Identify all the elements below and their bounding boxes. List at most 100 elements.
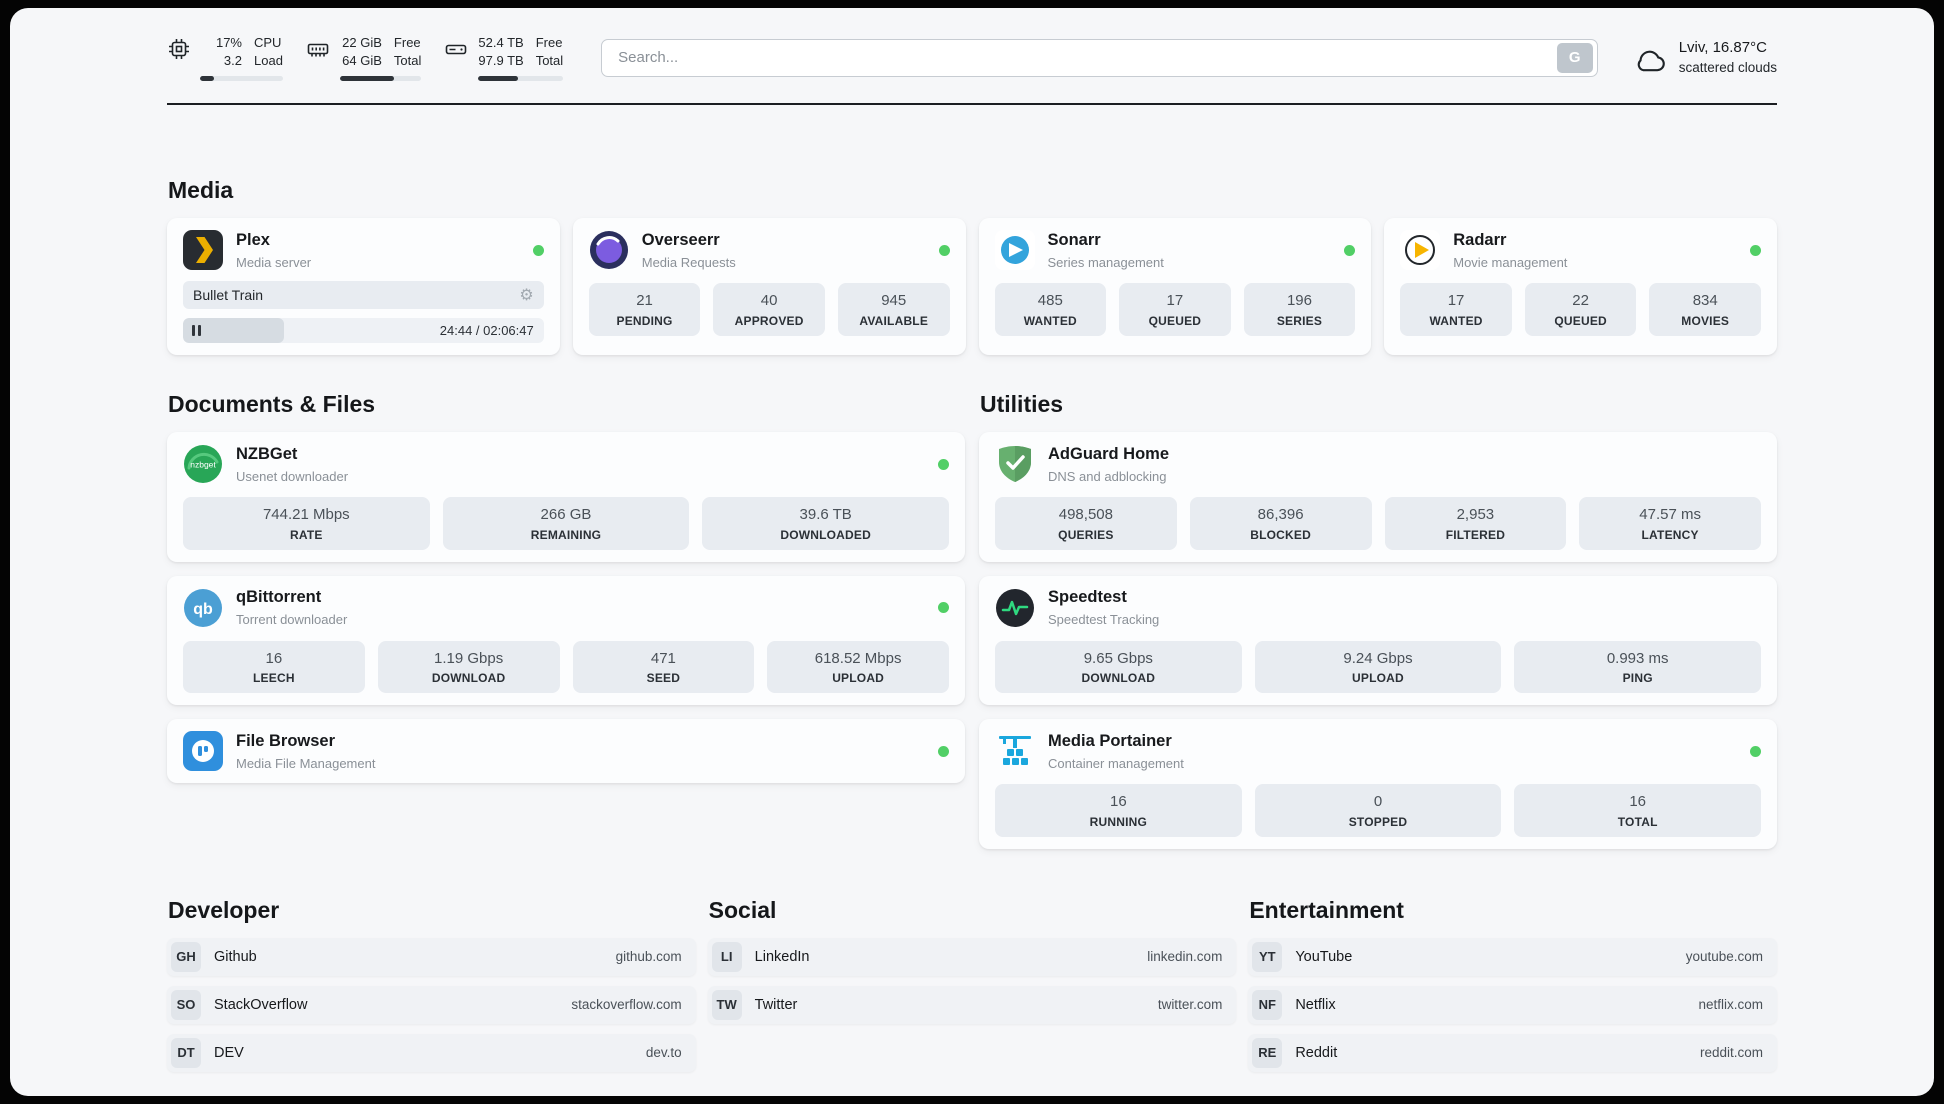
weather-location: Lviv, 16.87°C (1678, 39, 1767, 57)
stat-value: 266 GB (540, 506, 592, 524)
stat-tile: 86,396 BLOCKED (1189, 497, 1372, 550)
app-name: Media Portainer (1048, 731, 1172, 750)
bookmark-youtube[interactable]: YT YouTube youtube.com (1248, 937, 1777, 976)
app-card-adguard[interactable]: AdGuard Home DNS and adblocking 498,508 … (979, 432, 1777, 562)
bookmark-linkedin[interactable]: LI LinkedIn linkedin.com (707, 937, 1237, 976)
stat-label: BLOCKED (1250, 527, 1311, 542)
section-title-entertainment: Entertainment (1249, 896, 1404, 923)
disk-total-label: Total (535, 53, 564, 69)
app-card-qbittorrent[interactable]: qb qBittorrent Torrent downloader 16 LEE… (167, 575, 965, 706)
plex-icon (183, 230, 223, 271)
section-title-developer: Developer (168, 896, 280, 923)
bookmark-url: github.com (615, 949, 682, 965)
reddit-icon: RE (1252, 1037, 1283, 1068)
status-dot (938, 458, 949, 470)
bookmark-name: LinkedIn (754, 948, 810, 965)
search-engine-button[interactable]: G (1556, 42, 1593, 73)
stat-tile: 744.21 Mbps RATE (183, 497, 430, 550)
app-card-plex[interactable]: Plex Media server Bullet Train ⚙ 24:44 /… (167, 218, 560, 356)
stat-tile: 485 WANTED (994, 283, 1107, 336)
bookmark-github[interactable]: GH Github github.com (167, 937, 696, 976)
gear-icon[interactable]: ⚙ (519, 285, 534, 305)
app-name: NZBGet (236, 444, 298, 463)
app-card-speedtest[interactable]: Speedtest Speedtest Tracking 9.65 Gbps D… (979, 575, 1777, 706)
svg-text:nzbget: nzbget (190, 460, 216, 470)
app-card-nzbget[interactable]: nzbget NZBGet Usenet downloader 744.21 M… (167, 432, 965, 562)
bookmark-reddit[interactable]: RE Reddit reddit.com (1248, 1033, 1777, 1072)
stat-tile: 40 APPROVED (713, 283, 825, 336)
stat-label: SEED (646, 671, 681, 686)
cpu-icon (167, 37, 191, 61)
stat-label: QUEUED (1554, 313, 1607, 328)
stat-label: DOWNLOADED (780, 527, 871, 542)
bookmark-url: stackoverflow.com (571, 997, 682, 1013)
bookmark-url: linkedin.com (1147, 949, 1223, 965)
app-card-sonarr[interactable]: Sonarr Series management 485 WANTED 17 Q… (978, 218, 1372, 356)
progress-fill (339, 76, 394, 82)
utilities-column: Utilities AdGuard Home DNS and adblockin… (979, 391, 1777, 849)
stat-label: QUERIES (1058, 527, 1114, 542)
search-input[interactable] (616, 48, 1557, 68)
app-card-radarr[interactable]: Radarr Movie management 17 WANTED 22 QUE… (1384, 218, 1777, 356)
playback-bar[interactable]: 24:44 / 02:06:47 (183, 318, 544, 344)
status-dot (938, 602, 949, 614)
disk-progress-bar (478, 76, 564, 82)
cloud-icon (1634, 46, 1668, 73)
bookmark-name: YouTube (1295, 948, 1353, 965)
stat-value: 39.6 TB (799, 506, 852, 524)
stat-value: 0.993 ms (1606, 649, 1669, 667)
memory-free-value: 22 GiB (342, 35, 382, 50)
twitter-icon: TW (711, 989, 742, 1020)
stat-tile: 16 RUNNING (995, 784, 1242, 837)
stat-value: 16 (265, 649, 283, 667)
cpu-usage-value: 17% (215, 35, 242, 50)
app-subtitle: Media server (236, 254, 312, 270)
app-card-overseerr[interactable]: Overseerr Media Requests 21 PENDING 40 A… (572, 218, 966, 356)
netflix-icon: NF (1252, 989, 1283, 1020)
bookmark-name: Netflix (1295, 996, 1336, 1013)
bookmark-stackoverflow[interactable]: SO StackOverflow stackoverflow.com (167, 985, 696, 1024)
app-name: Overseerr (641, 230, 720, 249)
disk-total-value: 97.9 TB (478, 53, 524, 69)
app-name: File Browser (236, 731, 336, 750)
overseerr-icon (589, 230, 629, 270)
stat-value: 0 (1373, 793, 1383, 811)
svg-text:qb: qb (193, 601, 213, 618)
stat-value: 9.24 Gbps (1343, 649, 1413, 667)
app-subtitle: Movie management (1453, 254, 1568, 270)
bookmark-group-entertainment: Entertainment YT YouTube youtube.com NF … (1248, 897, 1777, 1082)
portainer-icon (995, 731, 1035, 771)
cpu-progress-bar (200, 76, 283, 82)
memory-total-value: 64 GiB (342, 53, 382, 69)
stat-value: 834 (1692, 292, 1718, 310)
bookmark-twitter[interactable]: TW Twitter twitter.com (707, 985, 1237, 1024)
pause-icon[interactable] (192, 325, 201, 337)
filebrowser-icon (183, 731, 223, 772)
status-dot (1750, 745, 1761, 757)
stat-label: DOWNLOAD (1081, 671, 1156, 686)
stat-tile: 21 PENDING (588, 283, 701, 336)
app-card-filebrowser[interactable]: File Browser Media File Management (167, 719, 965, 784)
search-bar: G (601, 38, 1598, 77)
github-icon: GH (171, 941, 201, 972)
stat-label: PENDING (616, 313, 673, 328)
app-name: Sonarr (1047, 230, 1101, 249)
status-dot (1750, 244, 1761, 256)
dev-icon: DT (171, 1037, 201, 1068)
bookmark-netflix[interactable]: NF Netflix netflix.com (1248, 985, 1777, 1024)
stat-tile: 498,508 QUERIES (995, 497, 1177, 550)
cpu-label: CPU (254, 35, 282, 50)
app-card-portainer[interactable]: Media Portainer Container management 16 … (979, 719, 1777, 849)
bookmark-name: StackOverflow (214, 996, 308, 1013)
section-title-media: Media (168, 177, 234, 204)
youtube-icon: YT (1252, 941, 1283, 972)
stat-value: 2,953 (1456, 506, 1495, 524)
app-name: Speedtest (1048, 588, 1127, 607)
stat-tile: 0 STOPPED (1254, 784, 1502, 837)
weather-widget: Lviv, 16.87°C scattered clouds (1634, 38, 1777, 76)
stat-label: WANTED (1429, 313, 1483, 328)
app-name: Plex (236, 230, 270, 249)
weather-condition: scattered clouds (1678, 59, 1777, 75)
bookmark-dev[interactable]: DT DEV dev.to (167, 1033, 696, 1072)
now-playing-row: Bullet Train ⚙ (183, 281, 544, 310)
